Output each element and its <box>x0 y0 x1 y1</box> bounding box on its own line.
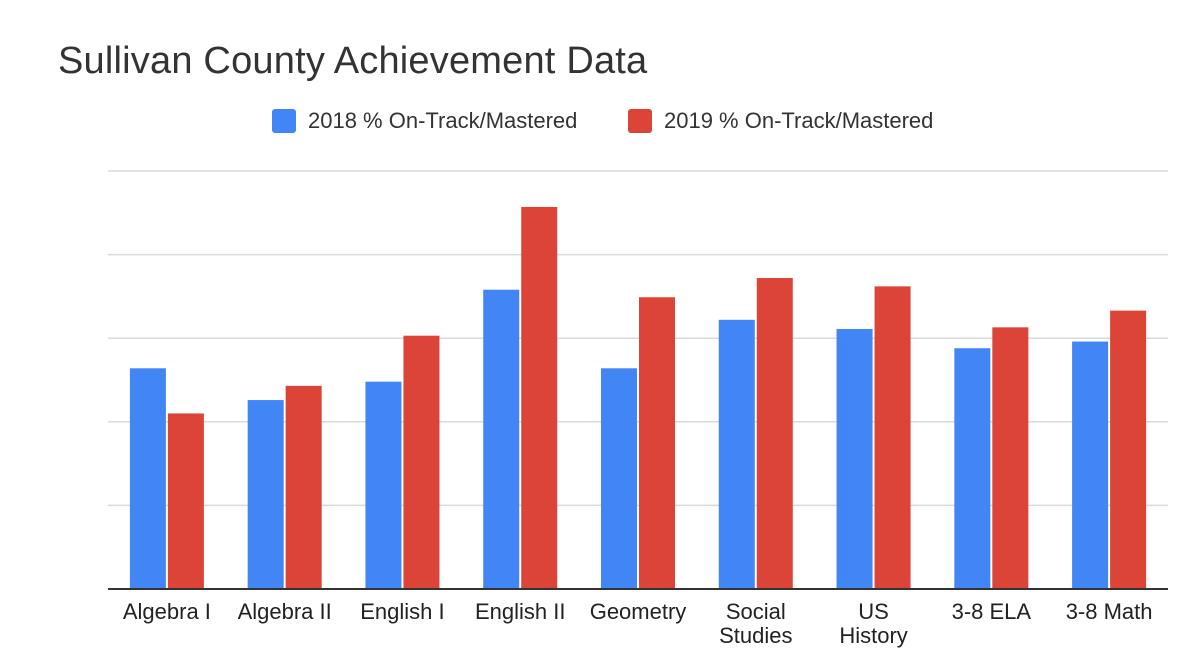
bar-2019-us-history <box>874 286 911 589</box>
legend-swatch-2018 <box>272 109 296 133</box>
legend: 2018 % On-Track/Mastered 2019 % On-Track… <box>0 108 1200 138</box>
bar-2018-3-8-math <box>1072 341 1109 589</box>
x-tick-label: Algebra I <box>123 599 211 624</box>
x-tick-label: 3-8 ELA <box>952 599 1032 624</box>
bar-2019-3-8-math <box>1110 310 1147 589</box>
x-tick-label: Geometry <box>590 599 687 624</box>
bar-2018-3-8-ela <box>954 348 991 589</box>
bar-2018-english-i <box>365 381 402 589</box>
bar-2018-algebra-ii <box>247 400 284 589</box>
bar-2018-geometry <box>601 368 637 589</box>
legend-item-2019: 2019 % On-Track/Mastered <box>628 108 933 134</box>
bar-2019-3-8-ela <box>992 327 1029 589</box>
bar-2018-english-ii <box>483 289 520 589</box>
bar-2019-geometry <box>639 297 675 589</box>
x-tick-label: 3-8 Math <box>1066 599 1153 624</box>
x-tick-label: US <box>858 599 889 624</box>
chart-title: Sullivan County Achievement Data <box>58 40 648 82</box>
x-tick-label: Social <box>726 599 786 624</box>
legend-label-2019: 2019 % On-Track/Mastered <box>664 108 934 133</box>
x-tick-label: Studies <box>719 623 792 648</box>
bar-2018-algebra-i <box>129 368 166 589</box>
bar-2019-algebra-i <box>167 413 204 589</box>
x-tick-label: English II <box>475 599 566 624</box>
bar-2019-algebra-ii <box>285 385 322 589</box>
x-tick-label: English I <box>360 599 444 624</box>
bar-2019-english-i <box>403 335 440 589</box>
legend-item-2018: 2018 % On-Track/Mastered <box>272 108 577 134</box>
bar-2018-social-studies <box>718 319 755 589</box>
bar-2019-english-ii <box>521 206 558 589</box>
bar-2018-us-history <box>836 329 873 589</box>
x-tick-label: Algebra II <box>238 599 332 624</box>
legend-label-2018: 2018 % On-Track/Mastered <box>308 108 578 133</box>
x-tick-label: History <box>839 623 907 648</box>
bar-2019-social-studies <box>756 278 793 589</box>
legend-swatch-2019 <box>628 109 652 133</box>
